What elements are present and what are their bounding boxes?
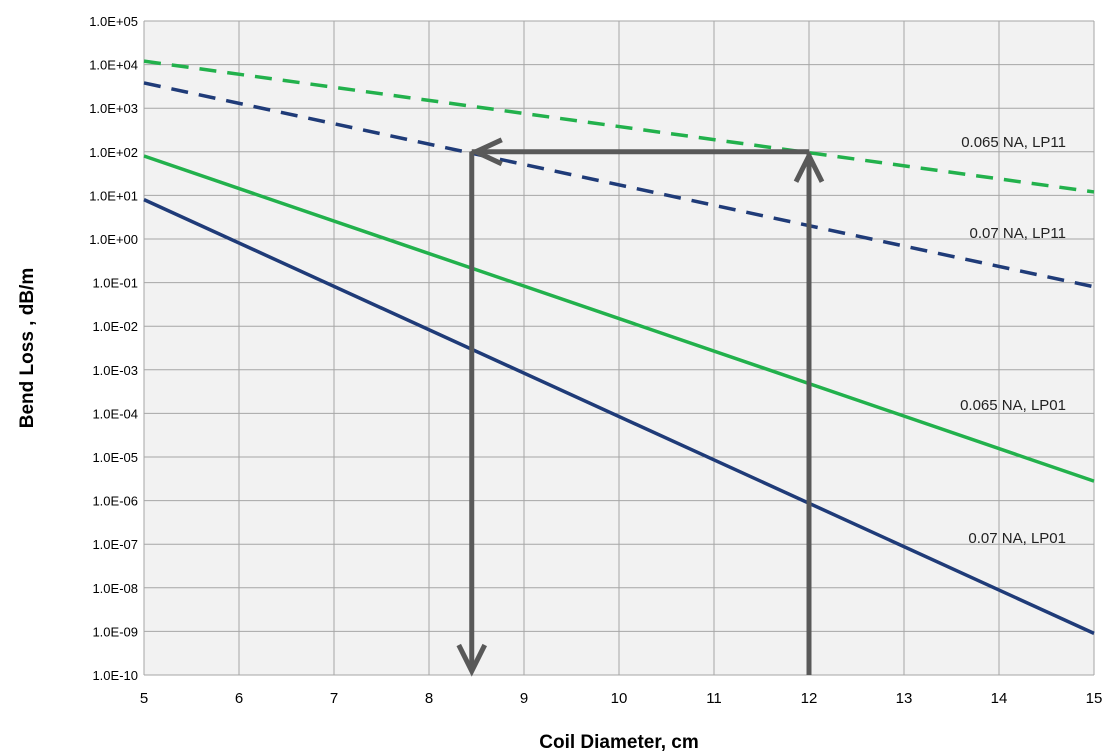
x-tick-label: 7: [330, 690, 338, 707]
x-tick-label: 13: [896, 690, 913, 707]
y-axis-title: Bend Loss , dB/m: [17, 268, 38, 428]
y-tick-label: 1.0E-05: [92, 450, 138, 465]
x-tick-label: 15: [1086, 690, 1103, 707]
x-tick-label: 10: [611, 690, 628, 707]
y-tick-label: 1.0E-04: [92, 406, 138, 421]
y-tick-label: 1.0E-03: [92, 363, 138, 378]
arrow-up-head: [793, 150, 825, 183]
x-tick-label: 5: [140, 690, 148, 707]
y-tick-label: 1.0E-07: [92, 537, 138, 552]
y-tick-label: 1.0E+04: [89, 58, 138, 73]
y-tick-label: 1.0E-01: [92, 276, 138, 291]
x-tick-label: 9: [520, 690, 528, 707]
x-tick-label: 6: [235, 690, 243, 707]
x-tick-label: 11: [706, 690, 722, 707]
x-tick-label: 12: [801, 690, 818, 707]
y-tick-label: 1.0E-08: [92, 581, 138, 596]
y-tick-label: 1.0E-10: [92, 668, 138, 683]
arrow-left-head: [469, 137, 503, 167]
series-label: 0.065 NA, LP01: [960, 397, 1066, 414]
x-tick-labels: 5 6 7 8 9 10 11 12 13 14 15: [140, 690, 1103, 707]
y-tick-labels: 1.0E+05 1.0E+04 1.0E+03 1.0E+02 1.0E+01 1.0E+…: [89, 14, 138, 683]
arrow-down-head: [456, 643, 487, 677]
series-label: 0.07 NA, LP11: [970, 225, 1066, 242]
series-label: 0.065 NA, LP11: [961, 134, 1066, 151]
series-line: [143, 154, 1095, 483]
series-label: 0.07 NA, LP01: [968, 530, 1066, 547]
series-line: [143, 198, 1095, 635]
y-tick-label: 1.0E-06: [92, 494, 138, 509]
x-axis-title: Coil Diameter, cm: [539, 732, 698, 753]
x-tick-label: 8: [425, 690, 433, 707]
series-labels: 0.065 NA, LP11 0.07 NA, LP11 0.065 NA, LP0…: [960, 134, 1066, 547]
series-layer: [143, 59, 1095, 635]
y-tick-label: 1.0E+03: [89, 101, 138, 116]
y-tick-label: 1.0E+01: [89, 188, 138, 203]
series-line: [143, 81, 1095, 289]
y-tick-label: 1.0E+05: [89, 14, 138, 29]
y-tick-label: 1.0E+02: [89, 145, 138, 160]
x-tick-label: 14: [991, 690, 1008, 707]
arrows-layer: [456, 137, 825, 677]
y-tick-label: 1.0E-09: [92, 624, 138, 639]
y-tick-label: 1.0E+00: [89, 232, 138, 247]
series-line: [143, 59, 1095, 194]
y-tick-label: 1.0E-02: [92, 319, 138, 334]
